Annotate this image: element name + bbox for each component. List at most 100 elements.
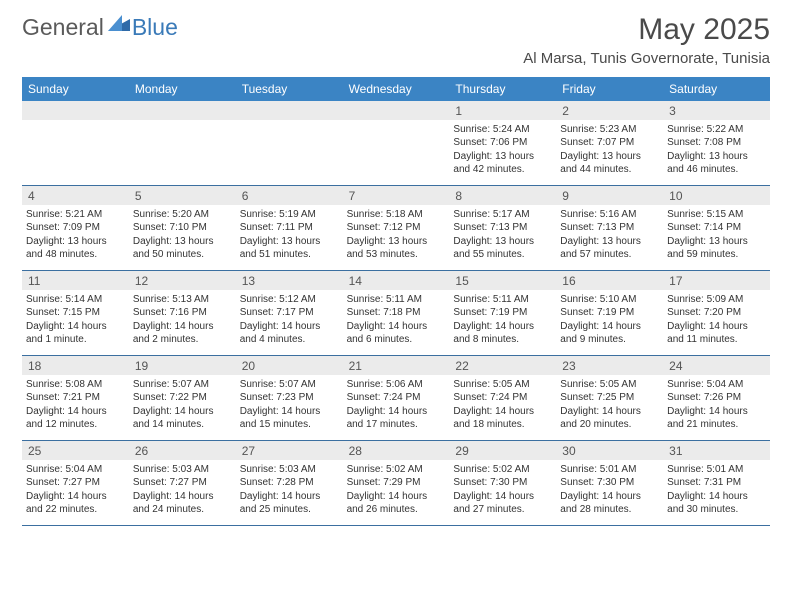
daylight-text-2: and 9 minutes. xyxy=(560,333,659,347)
daylight-text-1: Daylight: 14 hours xyxy=(560,405,659,419)
day-cell: 15 Sunrise: 5:11 AMSunset: 7:19 PMDayligh… xyxy=(449,271,556,355)
dow-wednesday: Wednesday xyxy=(343,77,450,101)
day-cell: 12Sunrise: 5:13 AMSunset: 7:16 PMDayligh… xyxy=(129,271,236,355)
day-number xyxy=(343,101,450,120)
sunrise-text: Sunrise: 5:03 AM xyxy=(133,463,232,477)
day-cell: 28 Sunrise: 5:02 AMSunset: 7:29 PMDayligh… xyxy=(343,441,450,525)
day-number: 14 xyxy=(343,271,450,290)
day-cell: 27Sunrise: 5:03 AMSunset: 7:28 PMDayligh… xyxy=(236,441,343,525)
daylight-text-2: and 44 minutes. xyxy=(560,163,659,177)
sunrise-text: Sunrise: 5:11 AM xyxy=(453,293,552,307)
day-number: 26 xyxy=(129,441,236,460)
daylight-text-1: Daylight: 14 hours xyxy=(667,490,766,504)
day-info: Sunrise: 5:10 AMSunset: 7:19 PMDaylight:… xyxy=(560,293,659,347)
daylight-text-2: and 51 minutes. xyxy=(240,248,339,262)
sunset-text: Sunset: 7:19 PM xyxy=(453,306,552,320)
day-info: Sunrise: 5:20 AMSunset: 7:10 PMDaylight:… xyxy=(133,208,232,262)
day-number: 24 xyxy=(663,356,770,375)
daylight-text-1: Daylight: 13 hours xyxy=(667,150,766,164)
daylight-text-1: Daylight: 14 hours xyxy=(26,320,125,334)
day-number: 10 xyxy=(663,186,770,205)
sunrise-text: Sunrise: 5:05 AM xyxy=(453,378,552,392)
day-info: Sunrise: 5:02 AMSunset: 7:29 PMDaylight:… xyxy=(347,463,446,517)
week-row: 1Sunrise: 5:24 AMSunset: 7:06 PMDaylight… xyxy=(22,101,770,186)
sunset-text: Sunset: 7:17 PM xyxy=(240,306,339,320)
calendar-grid: Sunday Monday Tuesday Wednesday Thursday… xyxy=(22,77,770,526)
daylight-text-1: Daylight: 14 hours xyxy=(453,320,552,334)
day-cell-blank xyxy=(236,101,343,185)
daylight-text-1: Daylight: 14 hours xyxy=(133,320,232,334)
day-number: 20 xyxy=(236,356,343,375)
day-cell: 25Sunrise: 5:04 AMSunset: 7:27 PMDayligh… xyxy=(22,441,129,525)
title-block: May 2025 Al Marsa, Tunis Governorate, Tu… xyxy=(523,14,770,67)
sunrise-text: Sunrise: 5:16 AM xyxy=(560,208,659,222)
day-number: 17 xyxy=(663,271,770,290)
sunset-text: Sunset: 7:06 PM xyxy=(453,136,552,150)
day-cell: 23 Sunrise: 5:05 AMSunset: 7:25 PMDayligh… xyxy=(556,356,663,440)
day-cell-blank xyxy=(129,101,236,185)
daylight-text-2: and 15 minutes. xyxy=(240,418,339,432)
day-cell: 5 Sunrise: 5:20 AMSunset: 7:10 PMDaylight… xyxy=(129,186,236,270)
day-number: 5 xyxy=(129,186,236,205)
day-cell: 4Sunrise: 5:21 AMSunset: 7:09 PMDaylight… xyxy=(22,186,129,270)
daylight-text-1: Daylight: 14 hours xyxy=(240,490,339,504)
day-cell: 13Sunrise: 5:12 AMSunset: 7:17 PMDayligh… xyxy=(236,271,343,355)
day-info: Sunrise: 5:08 AMSunset: 7:21 PMDaylight:… xyxy=(26,378,125,432)
day-of-week-header: Sunday Monday Tuesday Wednesday Thursday… xyxy=(22,77,770,101)
daylight-text-1: Daylight: 13 hours xyxy=(347,235,446,249)
daylight-text-1: Daylight: 14 hours xyxy=(347,490,446,504)
day-number xyxy=(129,101,236,120)
sunset-text: Sunset: 7:11 PM xyxy=(240,221,339,235)
day-cell: 22Sunrise: 5:05 AMSunset: 7:24 PMDayligh… xyxy=(449,356,556,440)
daylight-text-2: and 53 minutes. xyxy=(347,248,446,262)
sunrise-text: Sunrise: 5:07 AM xyxy=(133,378,232,392)
day-info: Sunrise: 5:09 AMSunset: 7:20 PMDaylight:… xyxy=(667,293,766,347)
sunset-text: Sunset: 7:23 PM xyxy=(240,391,339,405)
daylight-text-2: and 48 minutes. xyxy=(26,248,125,262)
day-cell: 11Sunrise: 5:14 AMSunset: 7:15 PMDayligh… xyxy=(22,271,129,355)
sunset-text: Sunset: 7:13 PM xyxy=(453,221,552,235)
dow-saturday: Saturday xyxy=(663,77,770,101)
day-info: Sunrise: 5:05 AMSunset: 7:25 PMDaylight:… xyxy=(560,378,659,432)
daylight-text-1: Daylight: 14 hours xyxy=(453,490,552,504)
day-info: Sunrise: 5:11 AMSunset: 7:18 PMDaylight:… xyxy=(347,293,446,347)
daylight-text-2: and 22 minutes. xyxy=(26,503,125,517)
day-number: 28 xyxy=(343,441,450,460)
day-cell: 18Sunrise: 5:08 AMSunset: 7:21 PMDayligh… xyxy=(22,356,129,440)
day-cell: 6Sunrise: 5:19 AMSunset: 7:11 PMDaylight… xyxy=(236,186,343,270)
sunrise-text: Sunrise: 5:03 AM xyxy=(240,463,339,477)
day-cell: 20Sunrise: 5:07 AMSunset: 7:23 PMDayligh… xyxy=(236,356,343,440)
sunrise-text: Sunrise: 5:15 AM xyxy=(667,208,766,222)
day-info: Sunrise: 5:03 AMSunset: 7:27 PMDaylight:… xyxy=(133,463,232,517)
day-cell: 29Sunrise: 5:02 AMSunset: 7:30 PMDayligh… xyxy=(449,441,556,525)
daylight-text-1: Daylight: 14 hours xyxy=(240,405,339,419)
day-number: 15 xyxy=(449,271,556,290)
day-cell: 16Sunrise: 5:10 AMSunset: 7:19 PMDayligh… xyxy=(556,271,663,355)
page-header: General Blue May 2025 Al Marsa, Tunis Go… xyxy=(22,14,770,67)
sunrise-text: Sunrise: 5:22 AM xyxy=(667,123,766,137)
sunset-text: Sunset: 7:10 PM xyxy=(133,221,232,235)
logo-mark-icon xyxy=(108,15,130,36)
sunset-text: Sunset: 7:14 PM xyxy=(667,221,766,235)
day-cell: 19Sunrise: 5:07 AMSunset: 7:22 PMDayligh… xyxy=(129,356,236,440)
logo: General Blue xyxy=(22,14,178,41)
sunset-text: Sunset: 7:12 PM xyxy=(347,221,446,235)
sunset-text: Sunset: 7:24 PM xyxy=(347,391,446,405)
day-cell: 9Sunrise: 5:16 AMSunset: 7:13 PMDaylight… xyxy=(556,186,663,270)
day-cell: 3Sunrise: 5:22 AMSunset: 7:08 PMDaylight… xyxy=(663,101,770,185)
day-number: 23 xyxy=(556,356,663,375)
daylight-text-1: Daylight: 13 hours xyxy=(560,235,659,249)
daylight-text-1: Daylight: 14 hours xyxy=(133,490,232,504)
day-cell: 31Sunrise: 5:01 AMSunset: 7:31 PMDayligh… xyxy=(663,441,770,525)
weeks-container: 1Sunrise: 5:24 AMSunset: 7:06 PMDaylight… xyxy=(22,101,770,526)
sunrise-text: Sunrise: 5:05 AM xyxy=(560,378,659,392)
sunset-text: Sunset: 7:24 PM xyxy=(453,391,552,405)
day-info: Sunrise: 5:16 AMSunset: 7:13 PMDaylight:… xyxy=(560,208,659,262)
dow-thursday: Thursday xyxy=(449,77,556,101)
day-cell: 30Sunrise: 5:01 AMSunset: 7:30 PMDayligh… xyxy=(556,441,663,525)
daylight-text-1: Daylight: 14 hours xyxy=(347,320,446,334)
daylight-text-2: and 30 minutes. xyxy=(667,503,766,517)
sunset-text: Sunset: 7:09 PM xyxy=(26,221,125,235)
day-number: 27 xyxy=(236,441,343,460)
daylight-text-2: and 17 minutes. xyxy=(347,418,446,432)
